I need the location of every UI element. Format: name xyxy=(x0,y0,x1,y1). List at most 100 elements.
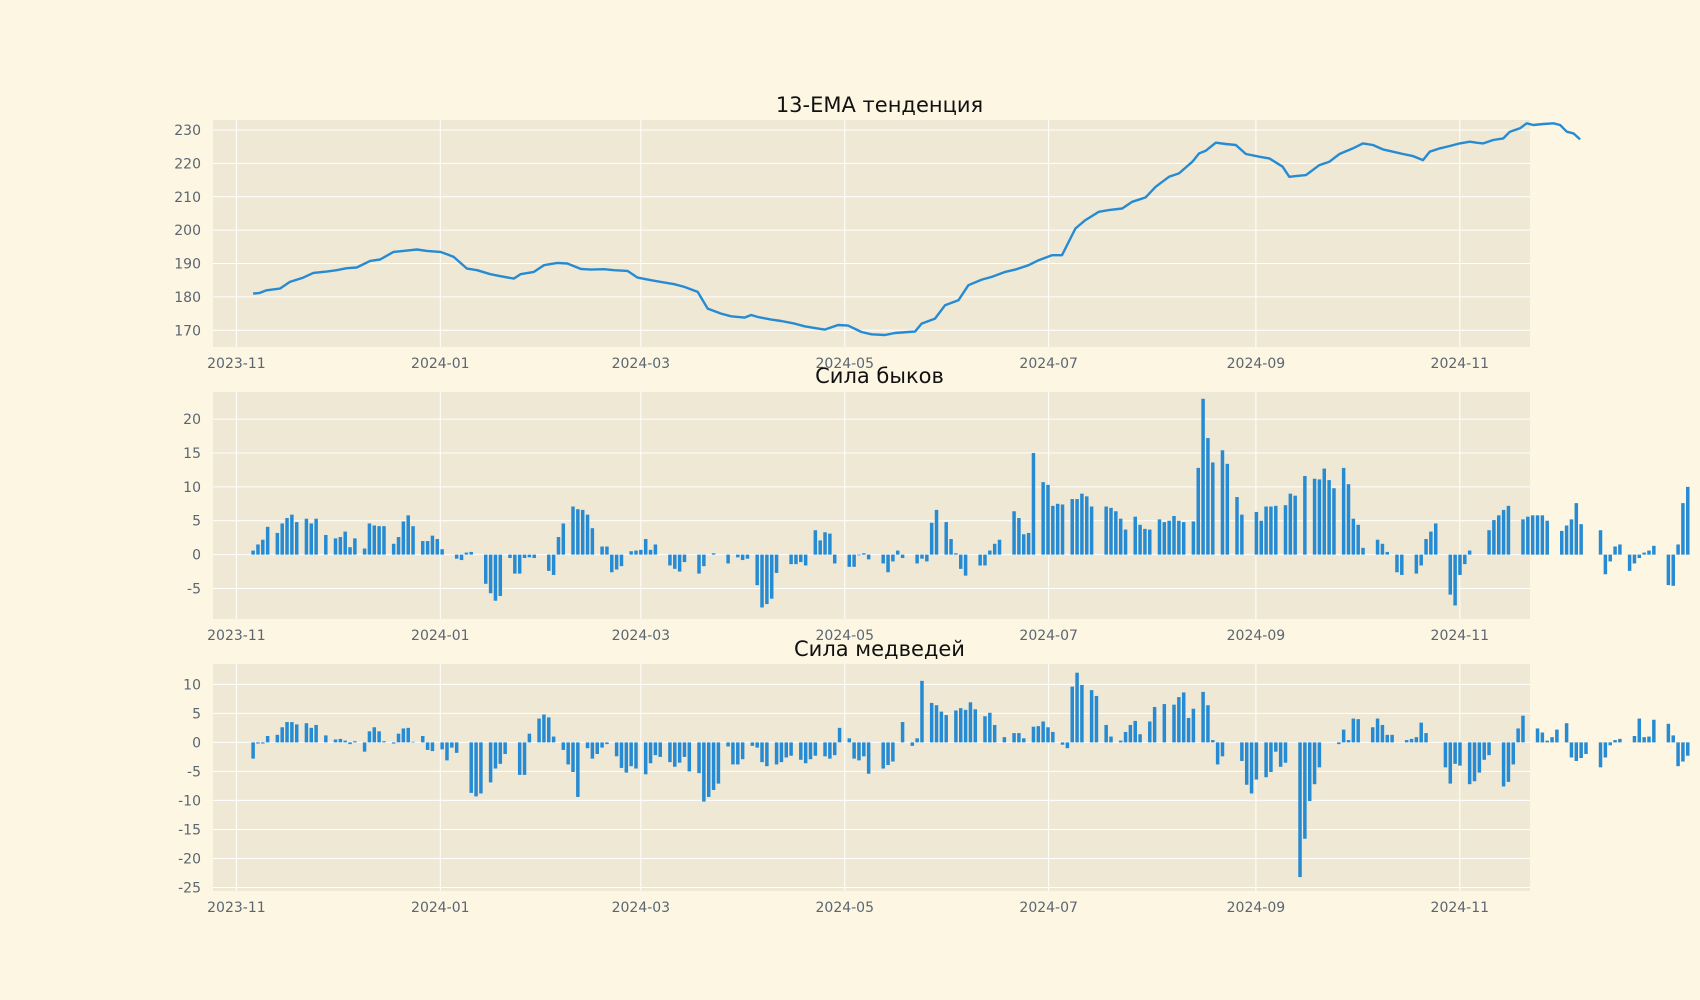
bull-power-bar xyxy=(1177,520,1181,555)
bear-power-bar xyxy=(1041,721,1045,743)
bull-power-bar xyxy=(1041,482,1045,555)
bear-power-bar xyxy=(862,742,866,757)
bear-power-y-tick-label: 0 xyxy=(192,735,201,751)
bear-power-bar xyxy=(1181,692,1186,743)
bull-power-bar xyxy=(1671,554,1675,586)
bear-power-bar xyxy=(430,742,435,752)
bull-power-bar xyxy=(1317,479,1322,555)
bull-power-bar xyxy=(517,554,522,574)
bear-power-bar xyxy=(1036,726,1041,743)
bear-power-bar xyxy=(1123,731,1128,743)
bear-power-bar xyxy=(1642,737,1646,743)
bear-power-bar xyxy=(1211,740,1215,743)
bull-power-bar xyxy=(949,539,953,555)
bear-power-bar xyxy=(1666,723,1671,743)
bear-power-bar xyxy=(290,722,294,743)
bull-power-bar xyxy=(580,509,585,555)
ema-trend-y-tick-label: 180 xyxy=(174,290,201,306)
bear-power-bar xyxy=(847,738,852,743)
bear-power-bar xyxy=(343,740,347,743)
bull-power-bar xyxy=(963,554,968,576)
bear-power-bar xyxy=(891,742,895,762)
bear-power-bar xyxy=(1608,742,1612,746)
bear-power-bar xyxy=(736,742,740,765)
bear-power-bar xyxy=(411,741,415,743)
bull-power-x-tick-label: 2024-01 xyxy=(411,628,470,644)
bear-power-bar xyxy=(421,735,425,743)
bull-power-bar xyxy=(484,554,488,584)
bull-power-bar xyxy=(421,541,425,555)
bear-power-bar xyxy=(682,742,687,757)
bull-power-bar xyxy=(353,538,357,555)
bull-power-bar xyxy=(1686,486,1690,555)
bear-power-bar xyxy=(517,742,522,775)
bear-power-bar xyxy=(1467,742,1472,785)
bull-power-bar xyxy=(1564,525,1569,555)
bull-power-bar xyxy=(382,526,386,555)
bull-power-bar xyxy=(256,544,260,555)
bear-power-bar xyxy=(1303,742,1307,839)
ema-trend-title: 13-EMA тенденция xyxy=(776,93,983,117)
bull-power-bar xyxy=(1240,514,1244,555)
bear-power-bar xyxy=(1089,690,1094,743)
bull-power-bar xyxy=(1429,531,1433,555)
bull-power-bar xyxy=(1225,463,1230,555)
bear-power-bar xyxy=(1017,733,1021,743)
bull-power-bar xyxy=(1172,516,1176,555)
bull-power-bar xyxy=(702,554,706,567)
bear-power-bar xyxy=(1579,742,1583,759)
bear-power-bar xyxy=(425,742,430,750)
bull-power-bar xyxy=(1351,518,1356,555)
bull-power-bar xyxy=(304,518,309,555)
bear-power-bar xyxy=(547,717,551,743)
bull-power-bar xyxy=(653,544,658,555)
bear-power-bar xyxy=(648,742,653,764)
bear-power-bar xyxy=(852,742,856,759)
bull-power-bar xyxy=(789,554,793,565)
bear-power-x-tick-label: 2024-01 xyxy=(411,900,470,916)
bull-power-bar xyxy=(522,554,527,559)
bear-power-bar xyxy=(697,742,701,774)
bear-power-bar xyxy=(1385,734,1390,743)
bear-power-bar xyxy=(643,742,648,775)
bear-power-bar xyxy=(1274,742,1278,752)
bull-power-bar xyxy=(1681,503,1685,555)
bull-power-y-tick-label: 10 xyxy=(183,480,201,496)
bull-power-bar xyxy=(1453,554,1457,606)
bull-power-y-tick-label: 5 xyxy=(192,514,201,530)
bear-power-bar xyxy=(1220,742,1225,757)
bull-power-bar xyxy=(1143,528,1147,555)
bull-power-bar xyxy=(1380,543,1385,555)
bull-power-bar xyxy=(605,546,609,555)
bear-power-bar xyxy=(1269,742,1273,772)
bull-power-bar xyxy=(760,554,764,608)
bull-power-bar xyxy=(988,550,992,555)
bull-power-bar xyxy=(1560,530,1564,555)
bull-power-bar xyxy=(1138,524,1142,555)
bear-power-bar xyxy=(1118,740,1123,743)
bull-power-x-tick-label: 2024-11 xyxy=(1431,628,1490,644)
bull-power-bar xyxy=(711,553,716,555)
bear-power-bar xyxy=(377,731,381,743)
bear-power-bar xyxy=(595,742,599,754)
bull-power-bar xyxy=(1283,505,1288,555)
bull-power-bar xyxy=(1627,554,1632,571)
bull-power-bar xyxy=(1642,552,1646,555)
bull-power-bar xyxy=(571,506,575,555)
bear-power-panel: 2023-11 2024-01 2024-03 2024-05 2024-07 2024-… xyxy=(178,637,1690,916)
bear-power-bar xyxy=(391,742,396,744)
bear-power-bar xyxy=(1671,735,1675,743)
bear-power-y-tick-label: 10 xyxy=(183,677,201,693)
bull-power-bar xyxy=(1492,520,1496,555)
bear-power-bar xyxy=(1337,742,1341,745)
bear-power-bar xyxy=(256,742,260,744)
bear-power-y-tick-label: -10 xyxy=(178,793,201,809)
bear-power-bar xyxy=(1632,735,1637,743)
bear-power-bar xyxy=(687,742,692,772)
bull-power-bar xyxy=(934,509,939,555)
bear-power-bar xyxy=(668,742,672,763)
bull-power-bar xyxy=(411,526,415,555)
bear-power-bar xyxy=(1652,719,1656,743)
bull-power-bar xyxy=(794,554,798,565)
bear-power-bar xyxy=(605,742,609,745)
